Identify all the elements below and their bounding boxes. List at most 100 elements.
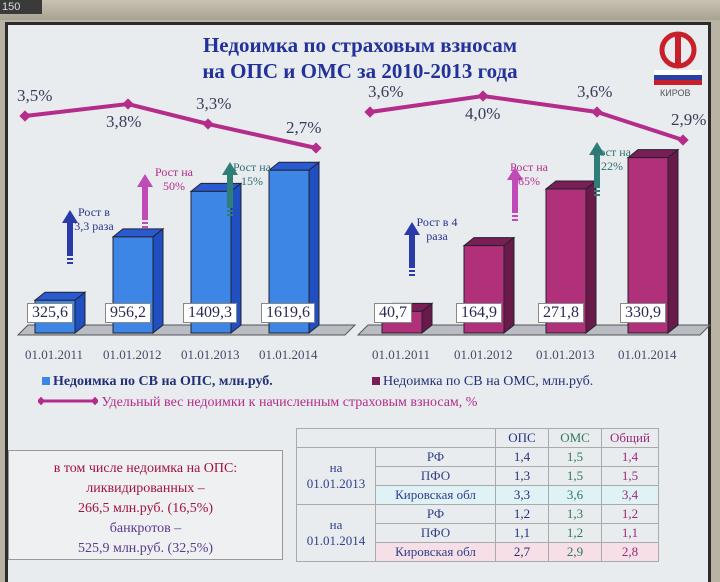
slide-title-line2: на ОПС и ОМС за 2010-2013 года <box>202 59 518 83</box>
value-cell: 1,4 <box>495 447 549 467</box>
x-tick-label: 01.01.2013 <box>181 347 240 362</box>
table-row: на 01.01.2013 РФ 1,4 1,5 1,4 <box>296 447 659 505</box>
line-point-label: 2,9% <box>671 110 707 129</box>
line-point <box>19 110 31 122</box>
logo-text: КИРОВ <box>660 88 691 98</box>
region-cell: Кировская обл <box>375 542 496 562</box>
x-tick-label: 01.01.2013 <box>536 347 595 362</box>
bar-value-label: 330,9 <box>620 303 666 323</box>
value-cell: 1,4 <box>601 447 659 467</box>
growth-arrow-tick <box>409 270 415 272</box>
info-line: банкротов – <box>109 521 182 536</box>
bar-value-label: 164,9 <box>456 303 502 323</box>
line-point <box>310 142 322 154</box>
growth-arrow-icon <box>67 223 73 256</box>
bar-value-label: 1619,6 <box>261 303 315 323</box>
bar-side <box>503 236 515 335</box>
growth-arrow-head-icon <box>62 210 78 223</box>
line-series <box>369 93 684 142</box>
value-cell: 1,5 <box>601 466 659 486</box>
info-line: 525,9 млн.руб. (32,5%) <box>77 541 214 556</box>
x-tick-label: 01.01.2012 <box>454 347 513 362</box>
bar-value-label: 271,8 <box>538 303 584 323</box>
value-cell: 2,8 <box>601 542 659 562</box>
region-cell: РФ <box>375 504 496 524</box>
growth-arrow-head-icon <box>507 167 523 180</box>
date-prefix: на <box>329 517 343 532</box>
growth-annotation: Рост на 65% <box>510 160 548 188</box>
legend-line-marker-icon <box>36 396 100 406</box>
line-point <box>477 90 489 102</box>
value-cell: 2,9 <box>548 542 602 562</box>
legend-ops-swatch <box>42 377 50 385</box>
line-point <box>202 118 214 130</box>
line-point-label: 3,8% <box>106 112 142 131</box>
comparison-table: ОПС ОМС Общий на 01.01.2013 РФ 1,4 1,5 1,4 ПФО 1,… <box>296 428 659 562</box>
bar-value-label: 1409,3 <box>183 303 237 323</box>
line-point <box>122 98 134 110</box>
date-cell: на 01.01.2013 <box>296 447 376 505</box>
table-row: Кировская обл 2,7 2,9 2,8 <box>297 542 659 562</box>
growth-arrow-head-icon <box>404 222 420 235</box>
growth-arrow-icon <box>409 235 415 268</box>
growth-arrow-icon <box>512 180 518 213</box>
region-cell: ПФО <box>375 466 496 486</box>
legend-oms-swatch <box>372 377 380 385</box>
legend-line-label: Удельный вес недоимки к начисленным стра… <box>101 395 478 410</box>
growth-arrow-tick <box>142 222 148 224</box>
growth-arrow-tick <box>512 215 518 217</box>
line-point-label: 2,7% <box>286 118 322 137</box>
value-cell: 3,3 <box>495 485 549 505</box>
overlay-tag: 150 <box>0 0 42 14</box>
table-header-row: ОПС ОМС Общий <box>296 428 659 448</box>
line-point <box>591 106 603 118</box>
x-tick-label: 01.01.2014 <box>618 347 677 362</box>
growth-annotation: Рост в 4 раза <box>416 215 458 243</box>
value-cell: 3,4 <box>601 485 659 505</box>
value-cell: 1,5 <box>548 466 602 486</box>
pfr-logo: КИРОВ <box>648 30 708 100</box>
line-series <box>24 101 317 150</box>
pfr-emblem-icon <box>654 31 702 85</box>
growth-annotation: Рост в 3,3 раза <box>74 205 114 233</box>
growth-arrow-tick <box>227 210 233 212</box>
legend-ops: Недоимка по СВ на ОПС, млн.руб. <box>42 374 273 390</box>
line-point-label: 3,3% <box>196 94 232 113</box>
growth-arrow-tick <box>512 219 518 221</box>
growth-arrow-tick <box>227 214 233 216</box>
info-line: 266,5 млн.руб. (16,5%) <box>77 501 214 516</box>
bar-side <box>152 227 164 335</box>
growth-arrow-tick <box>67 258 73 260</box>
value-cell: 1,2 <box>548 523 602 543</box>
growth-arrow-tick <box>594 190 600 192</box>
growth-arrow-tick <box>67 262 73 264</box>
x-tick-label: 01.01.2011 <box>372 347 431 362</box>
region-cell: РФ <box>375 447 496 467</box>
x-tick-label: 01.01.2011 <box>25 347 84 362</box>
line-point-label: 3,5% <box>17 86 53 105</box>
growth-arrow-head-icon <box>222 162 238 175</box>
growth-arrow-tick <box>594 194 600 196</box>
x-tick-label: 01.01.2014 <box>259 347 318 362</box>
info-box: в том числе недоимка на ОПС: ликвидирова… <box>8 450 283 560</box>
date-prefix: на <box>329 460 343 475</box>
growth-annotation: Рост на 50% <box>155 165 193 193</box>
value-cell: 1,2 <box>495 504 549 524</box>
growth-annotation: Рост на 15% <box>233 160 271 188</box>
video-top-bar: 150 <box>0 0 720 20</box>
line-point-label: 4,0% <box>465 104 501 123</box>
value-cell: 3,6 <box>548 485 602 505</box>
legend-oms-label: Недоимка по СВ на ОМС, млн.руб. <box>383 374 594 389</box>
x-tick-label: 01.01.2012 <box>103 347 162 362</box>
header-total: Общий <box>601 428 659 448</box>
line-point-label: 3,6% <box>368 82 404 101</box>
header-oms: ОМС <box>548 428 602 448</box>
table-row: на 01.01.2014 РФ 1,2 1,3 1,2 <box>296 504 659 562</box>
value-cell: 1,1 <box>495 523 549 543</box>
value-cell: 2,7 <box>495 542 549 562</box>
info-line: в том числе недоимка на ОПС: <box>53 461 238 476</box>
line-point <box>364 106 376 118</box>
value-cell: 1,2 <box>601 504 659 524</box>
legend-oms: Недоимка по СВ на ОМС, млн.руб. <box>372 374 593 390</box>
bar-value-label: 325,6 <box>27 303 73 323</box>
